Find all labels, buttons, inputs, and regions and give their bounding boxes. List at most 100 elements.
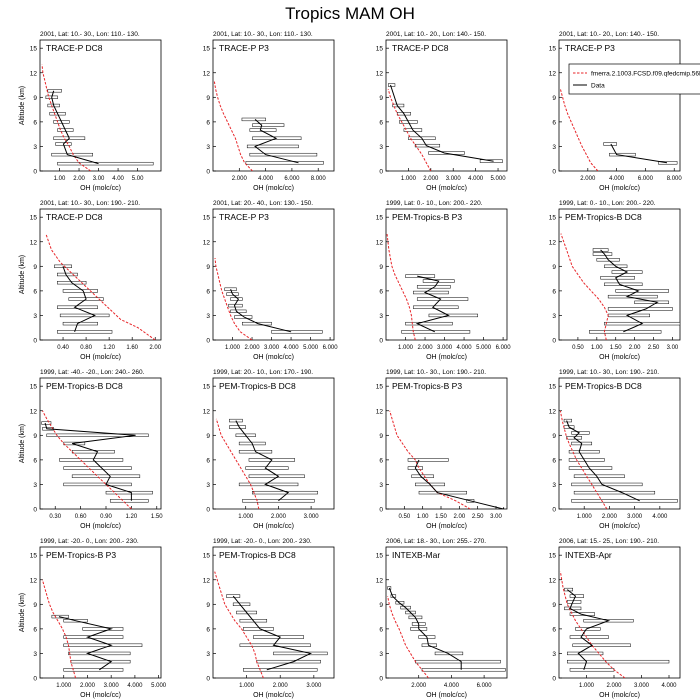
y-tick-label: 6 [33, 457, 37, 464]
campaign-label: PEM-Tropics-B P3 [392, 381, 462, 391]
campaign-label: TRACE-P P3 [565, 43, 615, 53]
y-tick-label: 3 [206, 144, 210, 151]
plot-area [41, 579, 143, 678]
x-tick-label: 2.000 [580, 176, 596, 182]
y-tick-label: 9 [552, 433, 556, 440]
obs-range-bar [607, 307, 673, 311]
y-tick-label: 9 [33, 602, 37, 609]
obs-range-bar [71, 474, 141, 478]
model-profile-line [560, 233, 609, 340]
x-axis-label: OH (molc/cc) [253, 692, 294, 699]
y-tick-label: 0 [552, 338, 556, 345]
obs-range-bar [387, 83, 396, 87]
obs-range-bar [589, 330, 662, 334]
x-axis-label: OH (molc/cc) [426, 523, 467, 530]
plot-frame [39, 39, 162, 172]
obs-range-bar [271, 330, 323, 334]
legend-box [568, 63, 700, 95]
x-tick-label: 1.00 [591, 345, 603, 351]
legend: fmerra.2.1003.FCSD.f09.qfedcmip.56L Data [568, 63, 700, 95]
plot-area [215, 418, 318, 509]
y-tick-label: 0 [379, 507, 383, 514]
obs-range-bar [407, 458, 449, 462]
model-profile-line [559, 410, 608, 509]
panel-5: 2001, Lat: 10.- 30., Lon: 190.- 210. TRAC… [19, 200, 162, 361]
x-tick-label: 4.000 [258, 176, 274, 182]
obs-range-bar [57, 161, 154, 166]
y-tick-label: 15 [549, 553, 557, 560]
plot-area [389, 410, 505, 509]
panel-4: 2001, Lat: 10.- 20., Lon: 140.- 150. TRAC… [549, 31, 700, 192]
observed-profile-line [415, 275, 450, 333]
y-tick-label: 0 [206, 507, 210, 514]
y-tick-label: 0 [379, 338, 383, 345]
x-tick-label: 6.000 [477, 683, 493, 689]
plot-frame [39, 546, 162, 679]
model-profile-line [387, 88, 432, 171]
x-tick-label: 0.50 [398, 514, 410, 520]
x-tick-label: 3.000 [104, 683, 120, 689]
obs-range-bar [568, 458, 605, 462]
x-tick-label: 4.000 [652, 514, 668, 520]
y-tick-label: 3 [379, 144, 383, 151]
x-tick-label: 0.40 [57, 345, 69, 351]
campaign-label: PEM-Tropics-B P3 [392, 212, 462, 222]
obs-range-bar [569, 635, 609, 639]
observed-profile-line [62, 266, 96, 332]
y-tick-label: 0 [206, 338, 210, 345]
panel-13: 1999, Lat: -20.- 0., Lon: 200.- 230. PEM-… [19, 538, 167, 699]
x-tick-label: 5.00 [132, 176, 144, 182]
obs-range-bar [47, 89, 62, 93]
model-profile-line [214, 571, 264, 678]
x-tick-label: 3.000 [437, 345, 453, 351]
obs-range-bar [572, 643, 631, 647]
campaign-label: PEM-Tropics-B DC8 [219, 550, 296, 560]
panel-1: 2001, Lat: 10.- 30., Lon: 110.- 130. TRAC… [19, 31, 162, 192]
x-tick-label: 1.50 [435, 514, 447, 520]
x-tick-label: 4.000 [609, 176, 625, 182]
x-tick-label: 1.000 [56, 683, 72, 689]
plot-area [387, 586, 506, 678]
obs-range-bar [401, 330, 471, 334]
plot-area [214, 258, 323, 340]
panel-header: 2001, Lat: 10.- 20., Lon: 140.- 150. [559, 31, 659, 38]
x-axis-label: OH (molc/cc) [599, 185, 640, 192]
obs-range-bar [395, 601, 405, 605]
obs-range-bar [603, 142, 617, 146]
x-tick-label: 3.000 [304, 514, 320, 520]
campaign-label: INTEXB-Mar [392, 550, 440, 560]
y-tick-label: 0 [552, 507, 556, 514]
y-tick-label: 15 [376, 215, 384, 222]
y-tick-label: 6 [552, 457, 556, 464]
y-tick-label: 12 [376, 408, 384, 415]
panel-header: 2001, Lat: 10.- 30., Lon: 110.- 130. [40, 31, 140, 38]
obs-range-bar [62, 289, 98, 293]
campaign-label: INTEXB-Apr [565, 550, 612, 560]
plot-area [386, 233, 478, 340]
obs-range-bar [416, 297, 469, 301]
x-tick-label: 2.000 [418, 345, 434, 351]
y-tick-label: 6 [552, 119, 556, 126]
obs-range-bar [59, 458, 124, 462]
y-tick-label: 6 [33, 288, 37, 295]
x-tick-label: 2.000 [273, 683, 289, 689]
y-tick-label: 3 [552, 144, 556, 151]
x-tick-label: 0.60 [75, 514, 87, 520]
observed-profile-line [566, 589, 611, 670]
x-tick-label: 2.000 [245, 345, 261, 351]
y-tick-label: 3 [206, 313, 210, 320]
x-tick-label: 2.00 [149, 345, 161, 351]
y-tick-label: 12 [203, 408, 211, 415]
obs-range-bar [226, 594, 241, 598]
obs-range-bar [46, 433, 149, 437]
x-tick-label: 6.000 [284, 176, 300, 182]
x-tick-label: 3.00 [490, 514, 502, 520]
x-tick-label: 2.00 [629, 345, 641, 351]
x-tick-label: 3.00 [93, 176, 105, 182]
x-axis-label: OH (molc/cc) [80, 692, 121, 699]
observed-profile-line [232, 595, 313, 671]
y-axis-label: Altitude (km) [19, 255, 26, 294]
y-tick-label: 15 [30, 215, 38, 222]
obs-range-bar [63, 635, 124, 639]
